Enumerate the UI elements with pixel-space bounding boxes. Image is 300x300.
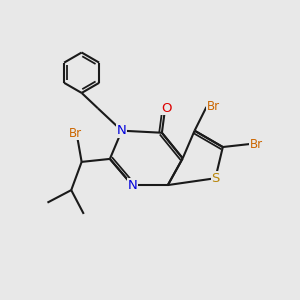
Text: N: N	[117, 124, 127, 137]
Text: Br: Br	[206, 100, 220, 113]
Text: N: N	[127, 178, 137, 192]
Text: O: O	[161, 102, 172, 115]
Text: Br: Br	[250, 138, 263, 151]
Text: S: S	[211, 172, 220, 185]
Text: Br: Br	[69, 127, 82, 140]
